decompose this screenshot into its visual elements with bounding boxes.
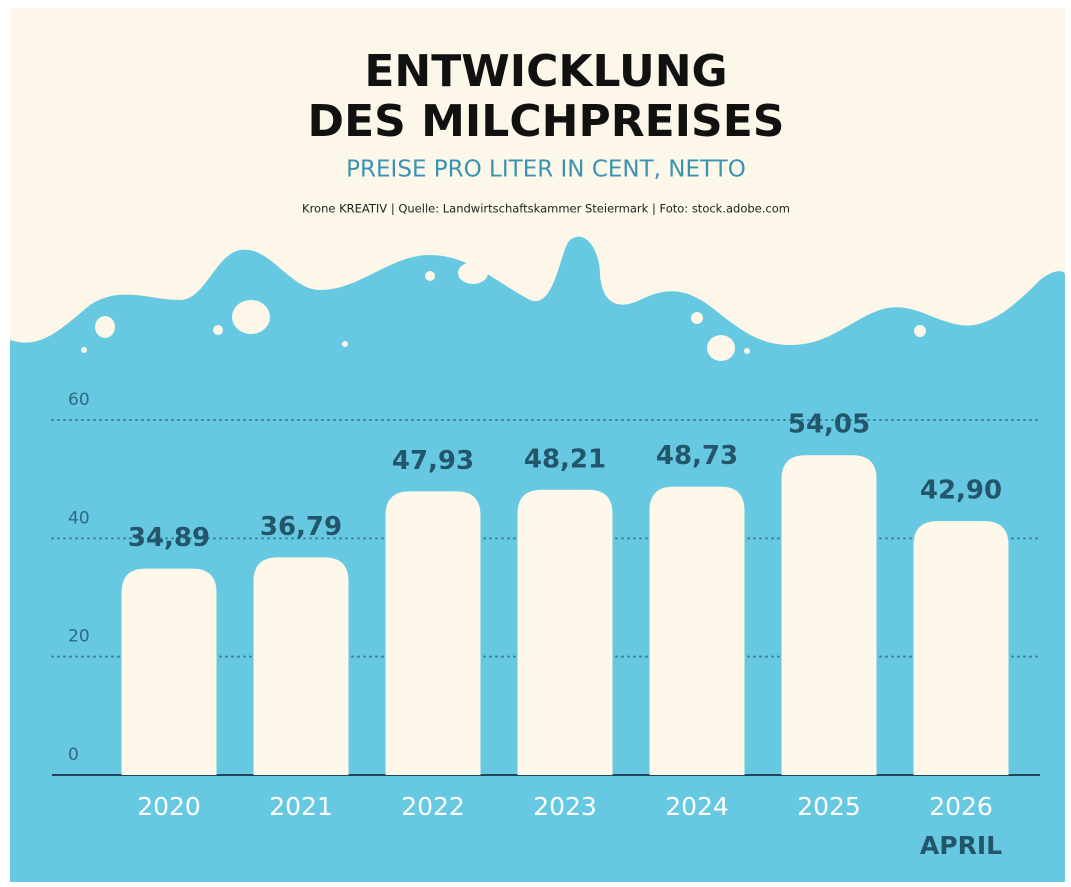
value-label: 48,21 [524, 444, 606, 474]
y-tick-label: 0 [68, 745, 79, 765]
x-tick-label: 2020 [137, 792, 201, 821]
x-tick-label: 2026 [929, 792, 993, 821]
value-label: 34,89 [128, 523, 210, 553]
bar [781, 455, 877, 775]
bar [121, 568, 217, 775]
y-tick-label: 60 [68, 390, 90, 410]
annotation: APRIL [920, 831, 1002, 860]
x-tick-label: 2025 [797, 792, 861, 821]
chart-title: DES MILCHPREISES [308, 96, 785, 147]
chart-title: ENTWICKLUNG [364, 46, 727, 97]
bar [385, 491, 481, 775]
y-tick-label: 20 [68, 627, 90, 647]
plot: 0 20 40 60 2020 34,89 2021 36,79 2022 47,93 2023 48… [51, 390, 1041, 860]
value-label: 47,93 [392, 446, 474, 476]
bar [517, 489, 613, 775]
value-label: 48,73 [656, 441, 738, 471]
value-label: 54,05 [788, 410, 870, 440]
chart-subtitle: PREISE PRO LITER IN CENT, NETTO [346, 157, 746, 183]
bar [913, 521, 1009, 775]
x-tick-label: 2022 [401, 792, 465, 821]
x-tick-label: 2023 [533, 792, 597, 821]
y-tick-label: 40 [68, 508, 90, 528]
value-label: 36,79 [260, 512, 342, 542]
source: Krone KREATIV | Quelle: Landwirtschaftsk… [302, 202, 790, 216]
bar [253, 557, 349, 775]
bar [649, 486, 745, 775]
x-tick-label: 2024 [665, 792, 729, 821]
x-tick-label: 2021 [269, 792, 333, 821]
bubbles [81, 262, 926, 361]
value-label: 42,90 [920, 476, 1002, 506]
